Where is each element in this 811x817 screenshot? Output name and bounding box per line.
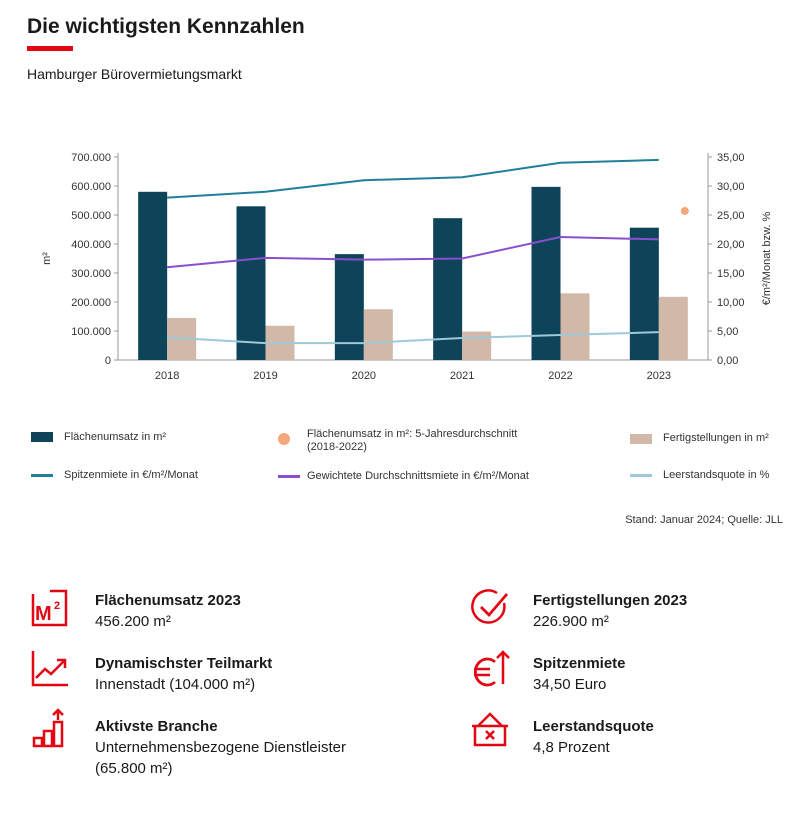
right-tick-label: 25,00: [717, 210, 745, 222]
legend-label-fertigstellungen: Fertigstellungen in m²: [663, 432, 769, 444]
kpi-title-spitzenmiete: Spitzenmiete: [533, 655, 626, 672]
kpi-title-flaechenumsatz: Flächenumsatz 2023: [95, 592, 241, 609]
svg-text:2: 2: [54, 600, 60, 612]
m2-icon: M 2: [31, 589, 68, 627]
vacancy-sign-icon: [472, 712, 508, 747]
kpi-value-flaechenumsatz: 456.200 m²: [95, 613, 171, 630]
kpi-value-spitzenmiete: 34,50 Euro: [533, 676, 607, 693]
kpi-title-leerstand: Leerstandsquote: [533, 718, 654, 735]
chart-axes: [114, 153, 712, 361]
legend-label-spitzenmiete: Spitzenmiete in €/m²/Monat: [64, 469, 198, 481]
bar-flaechenumsatz: [138, 191, 168, 360]
legend-label-5-jahresdurchschnitt: Flächenumsatz in m²: 5-Jahresdurchschnit…: [307, 428, 517, 454]
right-tick-label: 10,00: [717, 297, 745, 309]
bar-fertigstellungen: [462, 331, 492, 360]
legend-label-5j-line2: (2018-2022): [307, 441, 367, 453]
legend-label-5j-line1: Flächenumsatz in m²: 5-Jahresdurchschnit…: [307, 428, 518, 440]
legend-swatch-flaechenumsatz: [31, 432, 53, 442]
source-note: Stand: Januar 2024; Quelle: JLL: [625, 514, 783, 526]
title-underline: [27, 46, 73, 51]
trend-chart-icon: [31, 651, 68, 687]
legend-swatch-leerstand: [630, 474, 652, 477]
right-axis-title: €/m²/Monat bzw. %: [761, 212, 773, 306]
bar-flaechenumsatz: [433, 218, 463, 360]
x-tick-label: 2018: [155, 370, 179, 382]
legend-swatch-5-jahresdurchschnitt: [278, 433, 290, 445]
page-subtitle: Hamburger Bürovermietungsmarkt: [27, 66, 242, 82]
legend-swatch-fertigstellungen: [630, 434, 652, 444]
right-tick-label: 35,00: [717, 152, 745, 164]
checkmark-icon: [471, 589, 509, 624]
left-tick-label: 500.000: [71, 210, 111, 222]
right-tick-label: 20,00: [717, 239, 745, 251]
kpi-value-fertigstellungen: 226.900 m²: [533, 613, 609, 630]
left-tick-label: 300.000: [71, 268, 111, 280]
kpi-title-fertigstellungen: Fertigstellungen 2023: [533, 592, 688, 609]
left-tick-label: 400.000: [71, 239, 111, 251]
x-tick-label: 2022: [548, 370, 572, 382]
right-tick-label: 0,00: [717, 355, 738, 367]
line-durchschnittsmiete: [167, 236, 659, 269]
right-tick-label: 5,00: [717, 326, 738, 338]
legend-swatch-spitzenmiete: [31, 474, 53, 477]
left-tick-label: 100.000: [71, 326, 111, 338]
right-tick-label: 30,00: [717, 181, 745, 193]
chart-labels: 0 100.000 200.000 300.000 400.000 500.000 600.…: [41, 152, 773, 382]
stair-bars-icon: [32, 708, 64, 748]
x-tick-label: 2019: [253, 370, 277, 382]
chart: 0 100.000 200.000 300.000 400.000 500.000 600.…: [41, 152, 773, 382]
left-tick-label: 700.000: [71, 152, 111, 164]
svg-text:M: M: [35, 603, 52, 625]
legend-label-flaechenumsatz: Flächenumsatz in m²: [64, 431, 167, 443]
kpi-title-branche: Aktivste Branche: [95, 718, 218, 735]
chart-lines: [167, 158, 689, 345]
kpi-title-teilmarkt: Dynamischster Teilmarkt: [95, 655, 273, 672]
chart-bars: [138, 186, 688, 360]
left-tick-label: 0: [105, 355, 111, 367]
legend-label-durchschnittsmiete: Gewichtete Durchschnittsmiete in €/m²/Mo…: [307, 470, 529, 482]
bar-fertigstellungen: [658, 296, 688, 360]
x-tick-label: 2023: [647, 370, 671, 382]
page-title: Die wichtigsten Kennzahlen: [27, 15, 305, 38]
left-axis-title: m²: [41, 252, 53, 265]
line-spitzenmiete: [167, 158, 659, 199]
bar-flaechenumsatz: [629, 227, 659, 360]
left-tick-label: 600.000: [71, 181, 111, 193]
kpi-value-teilmarkt: Innenstadt (104.000 m²): [95, 676, 256, 693]
bar-fertigstellungen: [560, 293, 590, 360]
kpi-value-leerstand: 4,8 Prozent: [533, 739, 610, 756]
bar-fertigstellungen: [363, 309, 393, 360]
right-tick-label: 15,00: [717, 268, 745, 280]
euro-up-icon: [473, 650, 510, 687]
x-tick-label: 2020: [352, 370, 376, 382]
left-tick-label: 200.000: [71, 297, 111, 309]
bar-flaechenumsatz: [236, 206, 266, 360]
bar-flaechenumsatz: [531, 186, 561, 360]
point-5-jahresdurchschnitt: [680, 206, 689, 215]
line-leerstand: [167, 331, 659, 345]
kpi-value-branche-line1: Unternehmensbezogene Dienstleister: [95, 739, 346, 756]
legend-swatch-durchschnittsmiete: [278, 475, 300, 478]
x-tick-label: 2021: [450, 370, 474, 382]
kpi-value-branche-line2: (65.800 m²): [95, 760, 173, 777]
legend-label-leerstand: Leerstandsquote in %: [663, 469, 770, 481]
